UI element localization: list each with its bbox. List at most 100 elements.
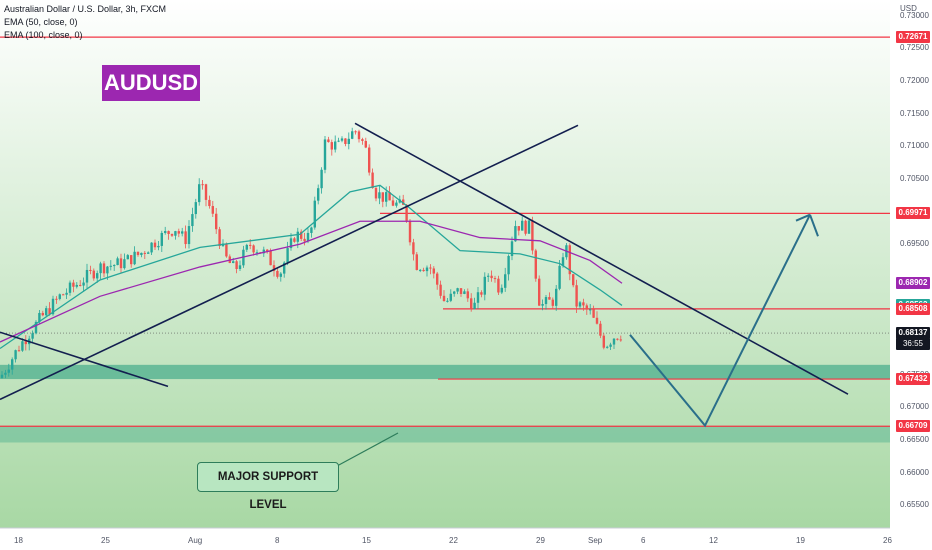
ema50-line bbox=[0, 184, 623, 350]
candle-body bbox=[337, 140, 340, 142]
candle-body bbox=[334, 141, 337, 150]
candle-body bbox=[211, 206, 214, 214]
candle-body bbox=[483, 276, 486, 295]
candle-body bbox=[619, 339, 622, 341]
candle-body bbox=[446, 300, 449, 302]
candle-body bbox=[48, 308, 51, 315]
candle-body bbox=[354, 131, 357, 133]
candle-body bbox=[476, 292, 480, 303]
price-tick: 0.69500 bbox=[900, 239, 929, 249]
price-tag: 0.68508 bbox=[896, 302, 930, 315]
candle-body bbox=[126, 255, 129, 260]
price-tick: 0.70500 bbox=[900, 173, 929, 183]
candle-body bbox=[493, 278, 497, 280]
candle-body bbox=[323, 139, 327, 170]
price-tick: 0.71500 bbox=[900, 108, 929, 118]
price-tag: 0.68902 bbox=[896, 277, 930, 290]
price-axis-background bbox=[890, 0, 932, 550]
candle-body bbox=[249, 244, 252, 246]
candle-body bbox=[524, 220, 527, 234]
candle-body bbox=[310, 227, 313, 233]
candle-body bbox=[289, 238, 293, 249]
ema50-legend[interactable]: EMA (50, close, 0) bbox=[4, 17, 78, 27]
candle-body bbox=[609, 344, 612, 347]
candle-body bbox=[599, 323, 602, 336]
candle-body bbox=[395, 202, 398, 206]
candle-body bbox=[300, 231, 303, 239]
candle-body bbox=[82, 282, 85, 286]
candle-body bbox=[255, 252, 259, 254]
time-tick: Sep bbox=[588, 536, 603, 545]
candle-body bbox=[225, 243, 228, 257]
candle-body bbox=[14, 350, 17, 360]
candle-body bbox=[204, 184, 208, 200]
candle-body bbox=[286, 248, 289, 263]
candle-body bbox=[89, 269, 92, 271]
candle-body bbox=[347, 138, 350, 145]
candle-body bbox=[555, 288, 558, 306]
price-tag: 0.66709 bbox=[896, 420, 930, 433]
candle-body bbox=[150, 242, 153, 253]
candle-body bbox=[514, 226, 517, 242]
candle-body bbox=[408, 220, 412, 243]
ema100-legend: EMA (100, close, 0) bbox=[4, 30, 83, 40]
candle-body bbox=[453, 291, 456, 294]
candle-body bbox=[174, 231, 177, 236]
candle-body bbox=[181, 231, 184, 234]
candle-body bbox=[184, 231, 187, 245]
price-tick: 0.72500 bbox=[900, 43, 929, 53]
price-tick: 0.65500 bbox=[900, 500, 929, 510]
currency-label: USD bbox=[900, 4, 917, 13]
candle-body bbox=[487, 275, 490, 277]
candle-body bbox=[170, 233, 174, 236]
price-tag: 0.68137 bbox=[896, 327, 930, 340]
candle-body bbox=[582, 302, 585, 306]
candle-body bbox=[245, 244, 248, 250]
candle-body bbox=[436, 273, 439, 285]
candle-body bbox=[164, 231, 167, 233]
candle-body bbox=[177, 231, 180, 234]
candle-body bbox=[0, 374, 4, 378]
candle-body bbox=[534, 250, 537, 279]
candle-body bbox=[442, 295, 446, 302]
candle-body bbox=[521, 220, 524, 231]
candle-body bbox=[551, 299, 554, 306]
candle-body bbox=[201, 184, 204, 186]
candle-body bbox=[157, 245, 160, 248]
symbol-legend[interactable]: Australian Dollar / U.S. Dollar, 3h, FXC… bbox=[4, 4, 167, 14]
candle-body bbox=[313, 200, 316, 228]
candle-body bbox=[378, 192, 381, 199]
candle-body bbox=[561, 257, 565, 266]
candle-body bbox=[58, 294, 61, 299]
candle-body bbox=[538, 278, 541, 306]
candle-body bbox=[235, 261, 238, 270]
candle-body bbox=[7, 369, 10, 373]
candle-body bbox=[425, 267, 429, 272]
candle-body bbox=[595, 317, 599, 324]
candle-body bbox=[96, 273, 99, 279]
candle-body bbox=[374, 188, 378, 199]
candle-body bbox=[572, 274, 575, 286]
candle-body bbox=[160, 232, 163, 246]
candle-body bbox=[381, 192, 384, 202]
candle-body bbox=[388, 192, 391, 201]
candle-body bbox=[385, 192, 388, 202]
candle-body bbox=[497, 278, 500, 293]
candle-body bbox=[402, 199, 405, 205]
candle-body bbox=[439, 284, 442, 296]
support-zone bbox=[0, 364, 890, 380]
candle-body bbox=[4, 372, 7, 375]
candle-body bbox=[296, 231, 299, 242]
candle-body bbox=[262, 249, 265, 254]
candle-body bbox=[558, 265, 561, 289]
candle-body bbox=[85, 269, 89, 283]
candle-body bbox=[317, 188, 320, 201]
candle-body bbox=[266, 249, 269, 252]
price-tag: 0.67432 bbox=[896, 373, 930, 386]
candle-body bbox=[140, 252, 143, 255]
candle-body bbox=[361, 139, 364, 141]
candle-body bbox=[269, 251, 272, 266]
major-support-zone bbox=[0, 426, 890, 443]
candle-body bbox=[147, 252, 150, 254]
